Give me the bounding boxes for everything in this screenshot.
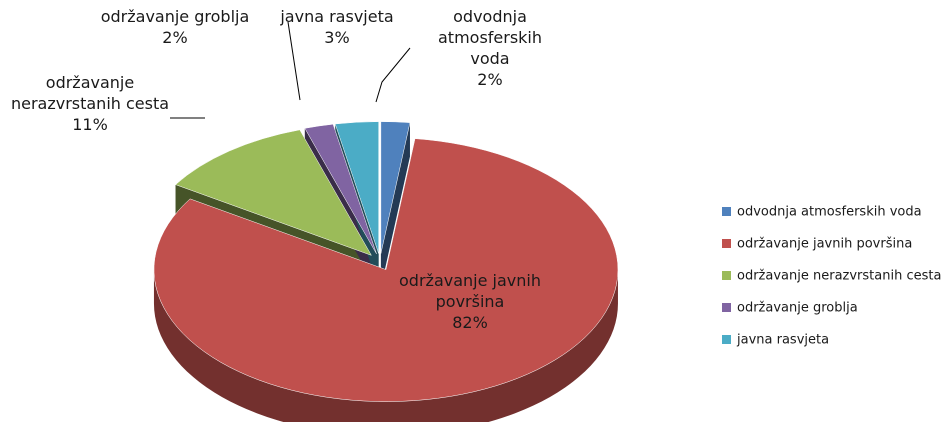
legend-swatch bbox=[722, 335, 731, 344]
label-value: 2% bbox=[162, 28, 188, 47]
label-category: održavanje groblja bbox=[100, 7, 250, 26]
legend-swatch bbox=[722, 239, 731, 248]
label-value: 3% bbox=[324, 28, 350, 47]
slice-wall bbox=[380, 122, 410, 288]
data-label: javna rasvjeta 3% bbox=[272, 6, 402, 48]
pie-tops bbox=[153, 121, 619, 402]
label-value: 2% bbox=[477, 70, 503, 89]
legend-label: održavanje groblja bbox=[737, 301, 858, 316]
pie-slice bbox=[380, 121, 411, 254]
data-label: održavanje javnih površina 82% bbox=[385, 270, 555, 333]
pie-slice bbox=[175, 129, 372, 256]
pie-slice bbox=[304, 123, 377, 254]
legend-label: održavanje javnih površina bbox=[737, 237, 912, 252]
legend-swatch bbox=[722, 207, 731, 216]
legend-label: javna rasvjeta bbox=[736, 333, 829, 348]
legend-swatch bbox=[722, 303, 731, 312]
label-value: 11% bbox=[72, 115, 108, 134]
label-category: odvodnja atmosferskih voda bbox=[437, 7, 543, 68]
legend-label: održavanje nerazvrstanih cesta bbox=[737, 269, 941, 284]
pie-slice bbox=[334, 121, 379, 254]
legend: odvodnja atmosferskih voda održavanje jav… bbox=[722, 205, 941, 348]
data-label: odvodnja atmosferskih voda 2% bbox=[405, 6, 575, 90]
label-category: javna rasvjeta bbox=[280, 7, 394, 26]
legend-label: odvodnja atmosferskih voda bbox=[737, 205, 922, 220]
data-label: održavanje nerazvrstanih cesta 11% bbox=[0, 72, 180, 135]
data-label: održavanje groblja 2% bbox=[90, 6, 260, 48]
label-value: 82% bbox=[452, 313, 488, 332]
pie-slice bbox=[153, 138, 619, 402]
legend-swatch bbox=[722, 271, 731, 280]
leader-line bbox=[375, 47, 411, 103]
leader-line bbox=[287, 21, 301, 101]
label-category: održavanje nerazvrstanih cesta bbox=[10, 73, 170, 113]
label-category: održavanje javnih površina bbox=[399, 271, 541, 311]
